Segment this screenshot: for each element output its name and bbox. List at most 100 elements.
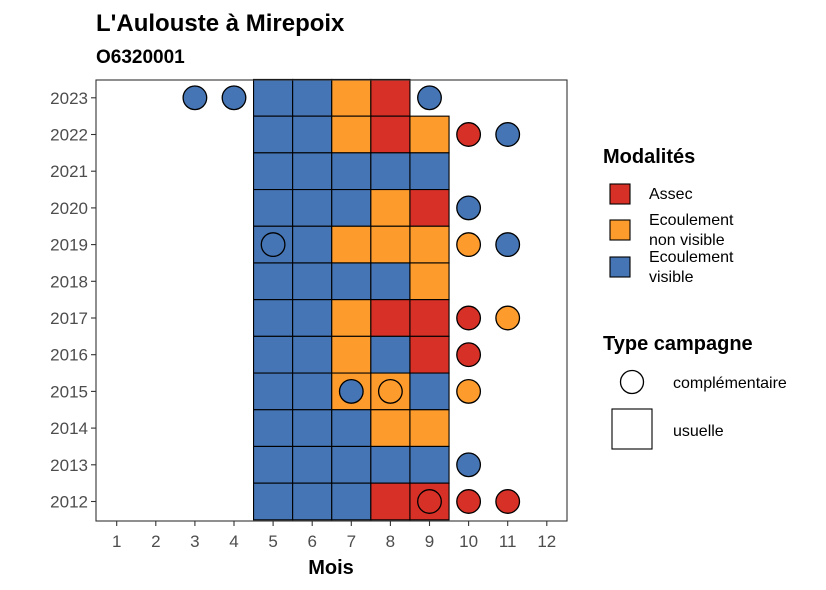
tile-usuelle [409,152,450,191]
tile-usuelle [292,152,333,191]
y-tick-label: 2021 [50,162,88,181]
tile-usuelle [370,189,411,227]
tile-usuelle [370,409,411,448]
y-tick-label: 2018 [50,272,88,291]
tile-usuelle [409,445,450,484]
tile-usuelle [292,409,333,448]
point-complementaire [456,195,482,221]
y-tick-label: 2022 [50,126,88,145]
point-complementaire [456,378,482,404]
tile-usuelle [331,152,372,191]
tile-usuelle [331,262,372,301]
tile-usuelle [292,78,333,117]
tile-usuelle [253,335,294,374]
point-complementaire [495,305,521,331]
tile-usuelle [331,189,372,227]
tile-usuelle [292,372,333,411]
tile-usuelle [331,445,372,484]
tile-usuelle [292,262,333,301]
legend-label: complémentaire [673,375,787,392]
tile-usuelle [292,299,333,337]
x-tick-label: 11 [499,532,517,551]
tile-usuelle [409,189,450,227]
y-tick-label: 2012 [50,493,88,512]
tile-usuelle [292,225,333,264]
tile-usuelle [253,445,294,484]
legend-label: usuelle [673,423,724,440]
tile-usuelle [253,482,294,521]
point-complementaire [221,85,247,111]
point-complementaire [456,305,482,331]
tile-usuelle [370,299,411,337]
tile-usuelle [331,115,372,154]
point-complementaire [417,489,442,514]
x-tick-label: 3 [190,532,199,551]
tile-usuelle [292,445,333,484]
y-tick-label: 2013 [50,456,88,475]
tile-usuelle [331,335,372,374]
x-tick-label: 1 [112,532,121,551]
point-complementaire [338,378,364,404]
tile-usuelle [409,409,450,448]
y-tick-label: 2019 [50,236,88,255]
tile-usuelle [331,299,372,337]
y-tick-label: 2023 [50,89,88,108]
point-complementaire [456,122,482,147]
x-axis-title: Mois [308,557,354,579]
panel-border [95,79,568,522]
tile-usuelle [292,189,333,227]
point-complementaire [456,452,482,478]
tile-usuelle [409,299,450,337]
legend-label: visible [649,269,694,286]
x-tick-label: 2 [151,532,160,551]
x-tick-label: 10 [459,532,478,551]
point-complementaire [456,489,482,514]
point-complementaire [456,342,482,368]
x-tick-label: 12 [537,532,556,551]
y-tick-label: 2015 [50,382,88,401]
tile-usuelle [331,482,372,521]
y-tick-label: 2016 [50,346,88,365]
legend-key [609,183,631,205]
tile-usuelle [370,152,411,191]
tile-usuelle [409,372,450,411]
x-tick-label: 7 [347,532,356,551]
y-tick-label: 2017 [50,309,88,328]
legend-key-circle [619,369,645,395]
tile-usuelle [409,225,450,264]
legend-key [609,256,631,278]
points [182,85,521,514]
tiles [253,78,450,521]
x-tick-label: 5 [268,532,277,551]
tile-usuelle [370,115,411,154]
legend-key [609,219,631,241]
tile-usuelle [409,262,450,301]
legend-label: non visible [649,232,725,249]
legend-type-campagne: Type campagne complémentaire usuelle [603,333,787,450]
tile-usuelle [370,335,411,374]
tile-usuelle [253,262,294,301]
legend-title: Modalités [603,146,695,168]
plot-panel [95,78,568,522]
x-tick-label: 9 [425,532,434,551]
tile-usuelle [253,299,294,337]
tile-usuelle [370,262,411,301]
x-tick-label: 6 [307,532,316,551]
tile-usuelle [253,189,294,227]
point-complementaire [260,232,286,258]
tile-usuelle [370,445,411,484]
y-axis: 2012 2013 2014 2015 2016 2017 2018 2019 2020 2021… [50,89,96,512]
x-tick-label: 8 [386,532,395,551]
tile-usuelle [253,152,294,191]
tile-usuelle [331,78,372,117]
legend-title: Type campagne [603,333,753,355]
point-complementaire [377,378,403,404]
legend-label: Ecoulement [649,249,734,266]
tile-usuelle [253,115,294,154]
tile-usuelle [409,335,450,374]
point-complementaire [495,489,521,514]
tile-usuelle [292,335,333,374]
point-complementaire [495,122,521,147]
